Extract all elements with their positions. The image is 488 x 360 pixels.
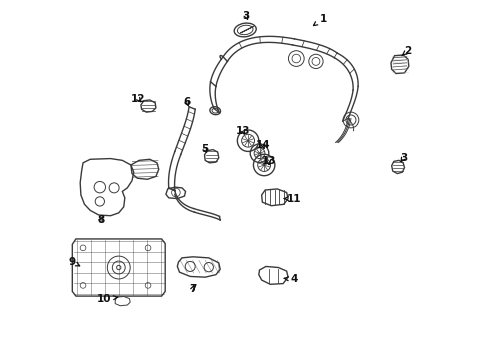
Text: 7: 7 [189, 284, 196, 294]
Text: 11: 11 [284, 194, 301, 203]
Text: 3: 3 [399, 153, 406, 163]
Text: 5: 5 [201, 144, 208, 154]
Text: 10: 10 [97, 294, 118, 303]
Text: 2: 2 [401, 46, 411, 56]
Text: 6: 6 [183, 97, 190, 107]
Text: 3: 3 [242, 12, 249, 21]
Text: 9: 9 [69, 257, 80, 267]
Text: 1: 1 [313, 14, 326, 26]
Text: 4: 4 [284, 274, 297, 284]
Text: 8: 8 [97, 215, 104, 225]
Text: 14: 14 [255, 140, 270, 150]
Text: 13: 13 [261, 157, 276, 166]
Text: 13: 13 [235, 126, 249, 136]
Text: 12: 12 [130, 94, 145, 104]
